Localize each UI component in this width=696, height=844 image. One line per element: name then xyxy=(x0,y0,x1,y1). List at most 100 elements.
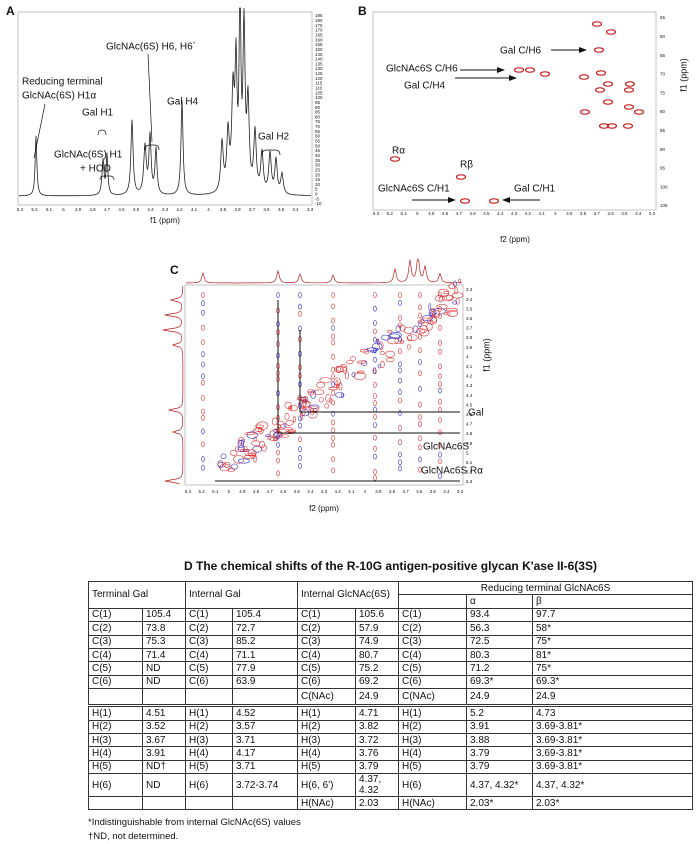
cross-peak xyxy=(605,29,617,35)
cross-peak xyxy=(380,334,391,341)
pointer xyxy=(147,53,153,143)
cross-peak xyxy=(331,325,335,331)
x-tick-label: 3.4 xyxy=(443,489,450,494)
cross-peak xyxy=(253,436,258,442)
table-cell: 3.71 xyxy=(232,732,298,748)
x-tick-label: 4.6 xyxy=(280,489,287,494)
cross-peak xyxy=(201,395,205,401)
cross-peak xyxy=(237,458,250,464)
x-tick-label: 3.3 xyxy=(649,211,656,216)
cross-peak xyxy=(539,71,551,77)
y-tick-label: 0 xyxy=(315,192,318,197)
table-cell: 71.4 xyxy=(142,647,186,663)
projection xyxy=(186,257,462,284)
cross-peak xyxy=(373,347,377,354)
cross-peak xyxy=(276,470,280,477)
x-tick-label: 5.2 xyxy=(31,207,38,212)
x-tick-label: 3.9 xyxy=(566,211,573,216)
cross-peak xyxy=(438,373,442,380)
annotation: Rα xyxy=(392,146,405,157)
annotation: Gal H1 xyxy=(82,108,114,119)
x-tick-label: 4 xyxy=(554,211,557,216)
cross-peak xyxy=(418,414,422,420)
header-cell: Reducing terminal GlcNAc6S xyxy=(398,580,693,596)
cross-peak xyxy=(418,456,422,463)
cross-peak xyxy=(458,278,462,283)
y-tick-label: 65 xyxy=(660,53,666,58)
x-tick-label: 4 xyxy=(207,207,210,212)
cross-peak xyxy=(276,433,280,440)
cross-peak xyxy=(331,456,335,463)
cross-peak xyxy=(373,453,377,460)
y-tick-label: 100 xyxy=(315,95,323,100)
x-tick-label: 4.2 xyxy=(525,211,532,216)
y-tick-label: 20 xyxy=(315,172,321,177)
cross-peak xyxy=(398,451,402,458)
cross-peak xyxy=(276,457,280,464)
cross-peak xyxy=(398,389,402,395)
x-tick-label: 5.3 xyxy=(373,211,380,216)
cross-peak xyxy=(373,414,377,420)
table-cell: 4.37, 4.32* xyxy=(466,773,533,798)
y-tick-label: 3.9 xyxy=(466,345,473,350)
x-tick-label: 3.3 xyxy=(307,207,314,212)
table-cell: H(NAc) xyxy=(398,796,467,811)
table-cell: 4.17 xyxy=(232,746,298,761)
table-row: H(6) ND H(6) 3.72-3.74 H(6, 6') 4.37, 4.32 H(6… xyxy=(88,773,693,798)
y-tick-label: 60 xyxy=(660,34,666,39)
table-cell: 73.8 xyxy=(142,621,186,636)
cross-peak xyxy=(373,475,377,481)
annotation: GlcNAc6S C/H6 xyxy=(386,64,458,75)
y-tick-label: 100 xyxy=(660,184,668,189)
x-tick-label: 4.5 xyxy=(294,489,301,494)
x-tick-label: 4.8 xyxy=(442,211,449,216)
cross-peak xyxy=(220,453,227,460)
y-tick-label: 85 xyxy=(660,128,666,133)
cross-peak xyxy=(459,198,471,204)
cross-peak xyxy=(598,123,610,129)
table-cell: 4.51 xyxy=(142,705,186,721)
cross-peak xyxy=(331,381,335,388)
table-cell: 2.03* xyxy=(532,796,693,811)
x-tick-label: 3.5 xyxy=(278,207,285,212)
table-cell: C(4) xyxy=(88,647,143,663)
cross-peak xyxy=(298,436,302,443)
y-tick-label: 80 xyxy=(315,114,321,119)
cross-peak xyxy=(201,373,205,380)
cross-peak xyxy=(426,323,433,331)
cross-peak xyxy=(418,329,430,337)
cross-peak xyxy=(633,109,645,115)
cross-peak xyxy=(201,324,205,331)
table-row: C(5) ND C(5) 77.9 C(5) 75.2 C(5) 71.2 75* xyxy=(88,661,693,676)
cross-peak xyxy=(418,421,422,427)
cross-peak xyxy=(351,372,356,378)
cross-peak xyxy=(418,359,422,365)
cross-peak xyxy=(201,379,205,386)
cross-peak xyxy=(298,415,302,422)
table-cell: H(3) xyxy=(297,732,356,748)
cross-peak xyxy=(244,454,256,460)
y-tick-label: 5 xyxy=(466,450,469,455)
cross-peak xyxy=(432,310,441,318)
cross-peak xyxy=(387,337,399,345)
table-row: H(3) 3.67 H(3) 3.71 H(3) 3.72 H(3) 3.88 3.69-3.8… xyxy=(88,732,693,748)
y-tick-label: 70 xyxy=(315,124,321,129)
cross-peak xyxy=(237,445,245,453)
cross-peak xyxy=(201,339,205,346)
y-tick-label: 60 xyxy=(315,134,321,139)
cross-peak xyxy=(217,460,224,469)
table-cell: 69.3* xyxy=(466,674,533,690)
table-row: C(2) 73.8 C(2) 72.7 C(2) 57.9 C(2) 56.3 58* xyxy=(88,621,693,636)
annotation: Gal C/H1 xyxy=(514,184,556,195)
cross-peak xyxy=(398,361,402,368)
cross-peak xyxy=(418,321,422,328)
y-tick-label: 4.5 xyxy=(466,402,473,407)
y-tick-label: 90 xyxy=(315,105,321,110)
cross-peak xyxy=(276,292,280,298)
axis-title: f2 (ppm) xyxy=(500,235,530,244)
cross-peak xyxy=(623,87,635,93)
x-tick-label: 5 xyxy=(228,489,231,494)
cross-peak xyxy=(300,396,307,403)
y-tick-label: 110 xyxy=(315,85,323,90)
cross-peak xyxy=(595,70,607,76)
